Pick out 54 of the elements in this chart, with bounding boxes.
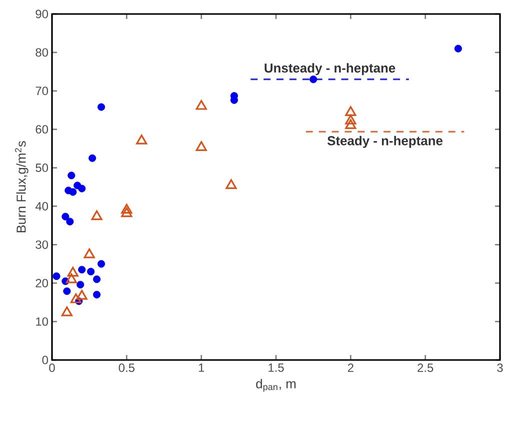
series-label: Unsteady - n-heptane — [264, 63, 396, 76]
point — [93, 275, 101, 284]
point — [91, 210, 102, 220]
point — [63, 287, 71, 295]
point — [226, 179, 237, 190]
x-tick-label: 0.5 — [118, 364, 134, 372]
point — [88, 154, 96, 162]
point — [78, 266, 86, 274]
point — [196, 100, 207, 110]
point — [84, 248, 95, 258]
x-tick-label: 1 — [198, 364, 204, 372]
point — [87, 268, 95, 276]
point — [62, 212, 70, 220]
y-axis-title: Burn Flux,g/m$^{2}$s — [14, 141, 28, 232]
point — [70, 293, 82, 304]
y-tick-label: 40 — [35, 202, 48, 210]
point — [454, 44, 462, 52]
point — [93, 290, 101, 298]
y-tick-label: 50 — [36, 164, 48, 172]
y-tick-label: 30 — [36, 240, 48, 249]
point — [66, 273, 77, 284]
point — [121, 207, 132, 218]
point — [196, 141, 207, 151]
point — [76, 290, 88, 300]
point — [97, 103, 106, 111]
point — [345, 106, 356, 116]
point — [310, 76, 318, 84]
y-tick-label: 60 — [36, 125, 48, 134]
x-axis-title: d$_{pan}$, m — [256, 378, 296, 392]
point — [76, 280, 84, 288]
y-tick-label: 0 — [42, 356, 48, 364]
x-tick-label: 0 — [49, 364, 55, 372]
y-tick-label: 70 — [36, 86, 48, 96]
x-tick-label: 2 — [348, 364, 354, 372]
point — [52, 272, 60, 280]
point — [61, 306, 72, 316]
point — [69, 188, 77, 196]
point — [67, 266, 78, 277]
point — [345, 114, 356, 124]
x-tick-label: 3 — [497, 364, 503, 372]
point — [66, 218, 74, 226]
y-tick-label: 90 — [36, 10, 48, 18]
y-tick-label: 20 — [36, 278, 48, 288]
x-tick-label: 2.5 — [418, 364, 434, 372]
x-tick-label: 1.5 — [268, 364, 284, 372]
point — [121, 204, 132, 214]
point — [136, 134, 148, 144]
point — [78, 184, 86, 192]
point — [97, 260, 106, 268]
y-tick-label: 80 — [36, 48, 48, 57]
series-label: Steady - n-heptane — [327, 136, 442, 148]
point — [68, 172, 76, 180]
y-tick-label: 10 — [36, 317, 48, 326]
point — [345, 119, 356, 130]
